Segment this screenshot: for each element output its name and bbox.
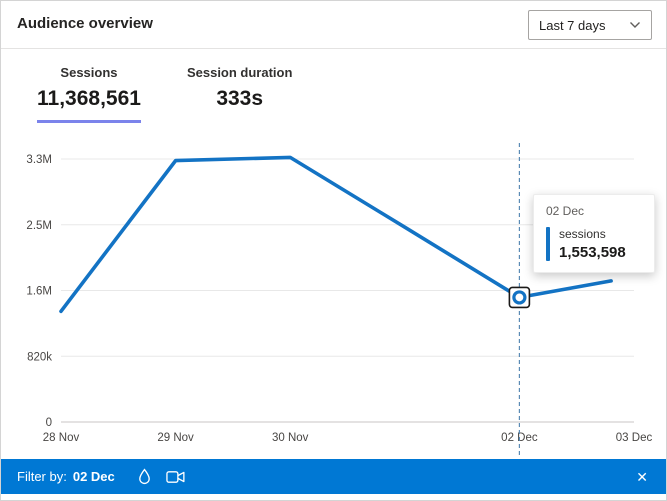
y-tick-label: 0 — [46, 417, 52, 429]
date-range-dropdown[interactable]: Last 7 days — [528, 10, 652, 40]
tab-sessions[interactable]: Sessions 11,368,561 — [37, 59, 141, 123]
y-tick-label: 3.3M — [26, 154, 52, 166]
date-range-value: Last 7 days — [539, 17, 606, 33]
tooltip-series-label: sessions — [559, 227, 606, 241]
tooltip-body: sessions 1,553,598 — [534, 225, 654, 272]
y-tick-label: 2.5M — [26, 220, 52, 232]
video-camera-icon[interactable] — [166, 470, 185, 484]
metric-label: Session duration — [186, 65, 293, 80]
x-tick-label: 29 Nov — [157, 432, 194, 444]
y-tick-label: 820k — [27, 351, 52, 363]
filter-by-label: Filter by: — [17, 469, 67, 484]
sessions-chart[interactable]: 0 820k 1.6M 2.5M 3.3M 28 Nov 29 Nov 30 Nov 02 De… — [1, 139, 667, 459]
filter-bar: Filter by: 02 Dec ✕ — [1, 459, 666, 494]
metric-value: 333s — [216, 87, 264, 110]
droplet-icon[interactable] — [137, 468, 152, 485]
metric-label: Sessions — [60, 65, 118, 80]
filter-by-value: 02 Dec — [72, 469, 115, 484]
tooltip-value: 1,553,598 — [559, 244, 626, 261]
card-header: Audience overview Last 7 days — [1, 1, 666, 49]
chevron-down-icon — [630, 22, 640, 28]
tooltip-date: 02 Dec — [546, 204, 585, 218]
x-tick-label: 28 Nov — [43, 432, 80, 444]
metric-value: 11,368,561 — [37, 87, 141, 123]
page-title: Audience overview — [17, 15, 153, 32]
tooltip-series-bar — [546, 227, 550, 261]
tab-session-duration[interactable]: Session duration 333s — [187, 59, 292, 123]
metric-tabs: Sessions 11,368,561 Session duration 333… — [37, 59, 292, 123]
sessions-line — [59, 155, 613, 314]
y-tick-label: 1.6M — [26, 286, 52, 298]
hover-point — [512, 290, 527, 305]
chart-tooltip: 02 Dec sessions 1,553,598 — [533, 194, 655, 273]
x-tick-label: 03 Dec — [616, 432, 653, 444]
close-icon[interactable]: ✕ — [636, 468, 648, 485]
x-tick-label: 30 Nov — [272, 432, 309, 444]
